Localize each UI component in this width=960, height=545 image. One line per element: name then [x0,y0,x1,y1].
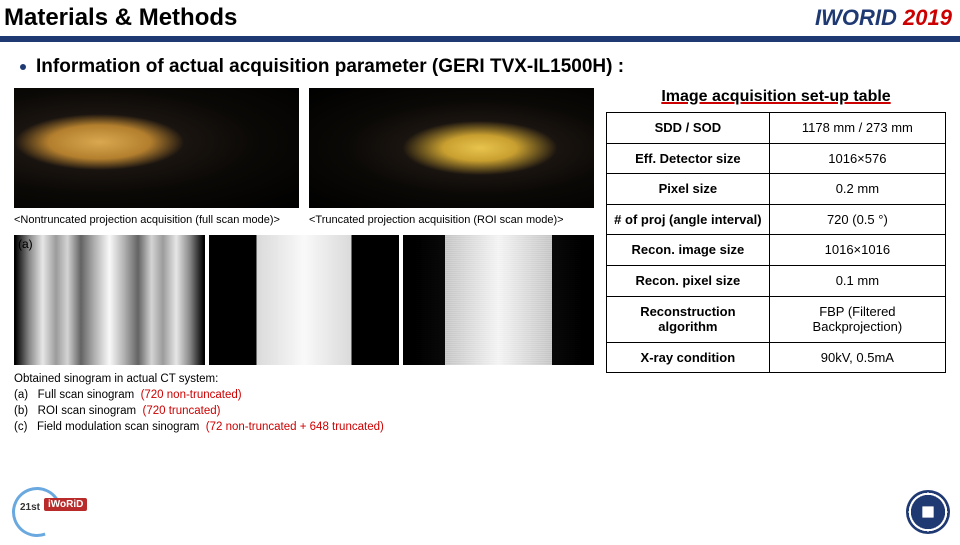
table-row: Eff. Detector size1016×576 [607,143,946,174]
table-value: 720 (0.5 °) [769,204,945,235]
photo-captions: <Nontruncated projection acquisition (fu… [14,214,594,233]
conference-name: IWORID [815,5,897,30]
table-value: FBP (Filtered Backprojection) [769,296,945,342]
sinogram-b: (b) [209,235,400,365]
table-row: Pixel size0.2 mm [607,174,946,205]
caption-right: <Truncated projection acquisition (ROI s… [309,214,594,227]
table-row: Reconstruction algorithmFBP (Filtered Ba… [607,296,946,342]
photo-nontruncated [14,88,299,208]
content-area: <Nontruncated projection acquisition (fu… [0,88,960,436]
table-row: # of proj (angle interval)720 (0.5 °) [607,204,946,235]
sinogram-c: (c) [403,235,594,365]
table-value: 90kV, 0.5mA [769,342,945,373]
caption-left: <Nontruncated projection acquisition (fu… [14,214,299,227]
sinogram-row: (a) (b) (c) [14,235,594,365]
yonsei-logo [906,490,950,534]
sino-caption-a: (a) Full scan sinogram (720 non-truncate… [14,387,594,403]
bullet-line: Information of actual acquisition parame… [0,42,960,88]
photo-truncated [309,88,594,208]
iworid-logo: 21st iWoRiD [10,492,90,532]
table-key: # of proj (angle interval) [607,204,770,235]
sino-label-b: (b) [213,237,228,251]
table-row: X-ray condition90kV, 0.5mA [607,342,946,373]
table-key: Pixel size [607,174,770,205]
table-key: Recon. image size [607,235,770,266]
table-value: 0.1 mm [769,265,945,296]
conference-tag: IWORID 2019 [815,5,952,31]
conference-year: 2019 [903,5,952,30]
sino-label-c: (c) [407,237,421,251]
logo-left-badge: iWoRiD [44,498,87,511]
sino-label-a: (a) [18,237,33,251]
right-column: Image acquisition set-up table SDD / SOD… [606,88,946,436]
table-key: SDD / SOD [607,113,770,144]
logo-left-text: 21st [20,502,40,513]
table-value: 1016×1016 [769,235,945,266]
slide-header: Materials & Methods IWORID 2019 [0,0,960,42]
bullet-text: Information of actual acquisition parame… [36,56,624,78]
table-row: Recon. image size1016×1016 [607,235,946,266]
table-key: Reconstruction algorithm [607,296,770,342]
table-row: SDD / SOD1178 mm / 273 mm [607,113,946,144]
table-key: Recon. pixel size [607,265,770,296]
table-value: 1178 mm / 273 mm [769,113,945,144]
bullet-icon [20,64,26,70]
table-key: X-ray condition [607,342,770,373]
table-key: Eff. Detector size [607,143,770,174]
sinogram-caption: Obtained sinogram in actual CT system: (… [14,371,594,435]
table-value: 1016×576 [769,143,945,174]
slide-title: Materials & Methods [4,4,237,32]
footer-logos: 21st iWoRiD [10,490,950,534]
spec-table: SDD / SOD1178 mm / 273 mmEff. Detector s… [606,112,946,373]
table-row: Recon. pixel size0.1 mm [607,265,946,296]
sinogram-a: (a) [14,235,205,365]
left-column: <Nontruncated projection acquisition (fu… [14,88,594,436]
table-value: 0.2 mm [769,174,945,205]
sino-caption-c: (c) Field modulation scan sinogram (72 n… [14,419,594,435]
table-title: Image acquisition set-up table [606,88,946,106]
sino-caption-intro: Obtained sinogram in actual CT system: [14,371,594,387]
sino-caption-b: (b) ROI scan sinogram (720 truncated) [14,403,594,419]
setup-photos [14,88,594,208]
